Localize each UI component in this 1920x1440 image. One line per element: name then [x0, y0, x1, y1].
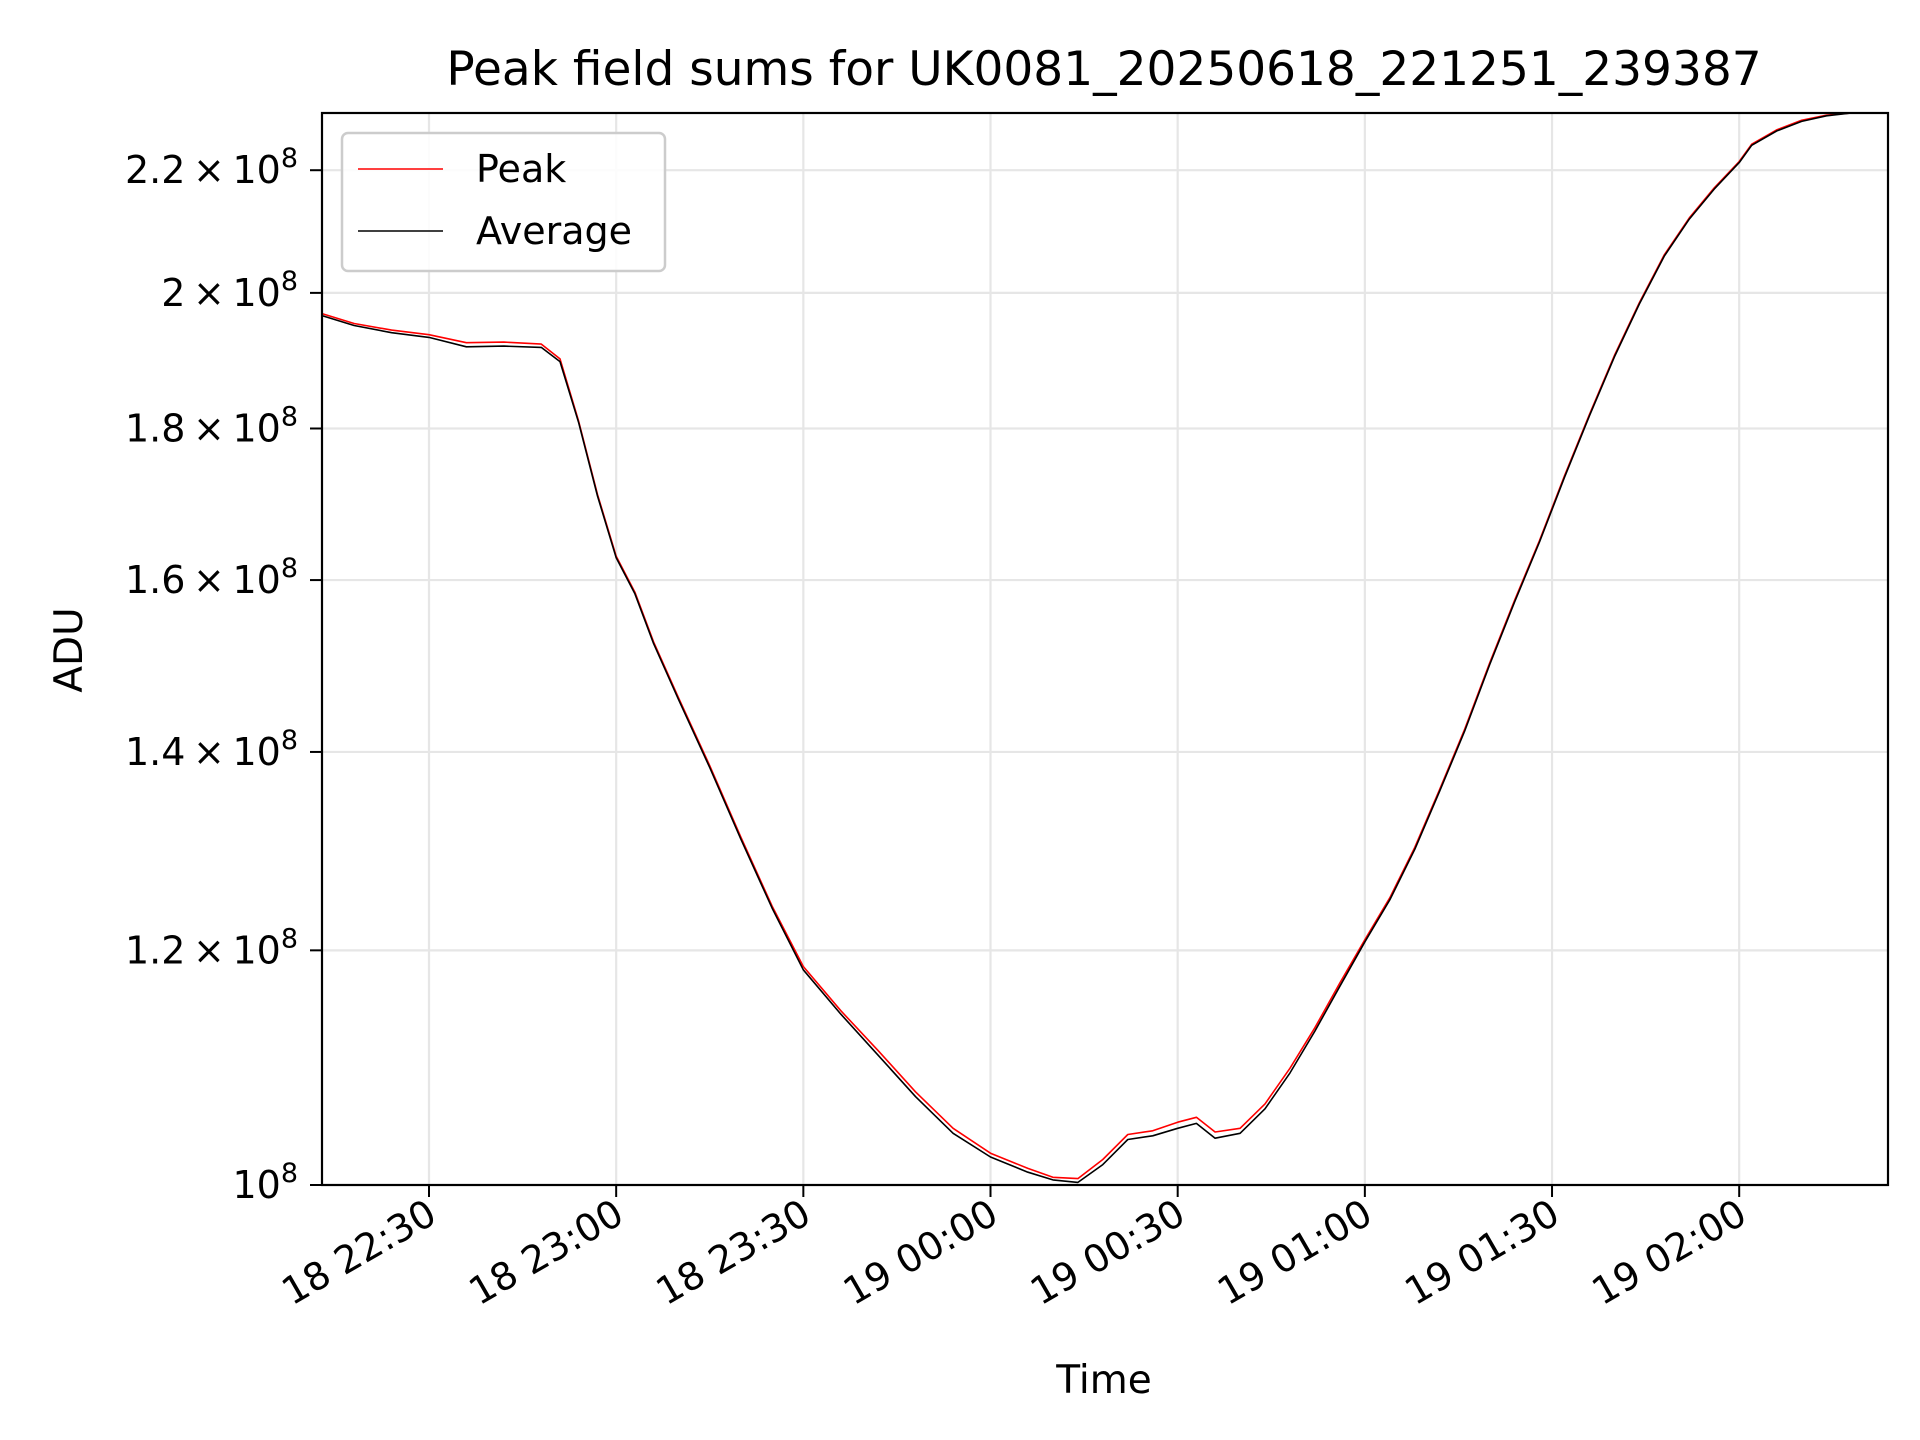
x-axis-label: Time	[1055, 1358, 1151, 1403]
series-line-average	[321, 112, 1888, 1184]
y-tick-label: 1.4 × 108	[125, 725, 298, 774]
chart-title: Peak field sums for UK0081_20250618_2212…	[446, 42, 1761, 97]
y-tick-label: 2 × 108	[161, 266, 298, 315]
series-layer	[321, 112, 1888, 1184]
y-tick-label: 2.2 × 108	[125, 143, 298, 192]
y-tick-label: 108	[232, 1158, 298, 1207]
legend-label-average: Average	[476, 209, 632, 253]
y-tick-label: 1.8 × 108	[125, 401, 298, 450]
y-axis-ticks: 108 1.2 × 108 1.4 × 108 1.6 × 108 1.8 × 108 2…	[125, 143, 322, 1207]
legend-label-peak: Peak	[476, 147, 566, 191]
legend: Peak Average	[340, 131, 667, 273]
y-axis-label: ADU	[47, 607, 92, 692]
y-tick-label: 1.2 × 108	[125, 923, 298, 972]
plot-frame	[320, 111, 1890, 1187]
y-tick-label: 1.6 × 108	[125, 553, 298, 602]
legend-box	[340, 131, 667, 273]
